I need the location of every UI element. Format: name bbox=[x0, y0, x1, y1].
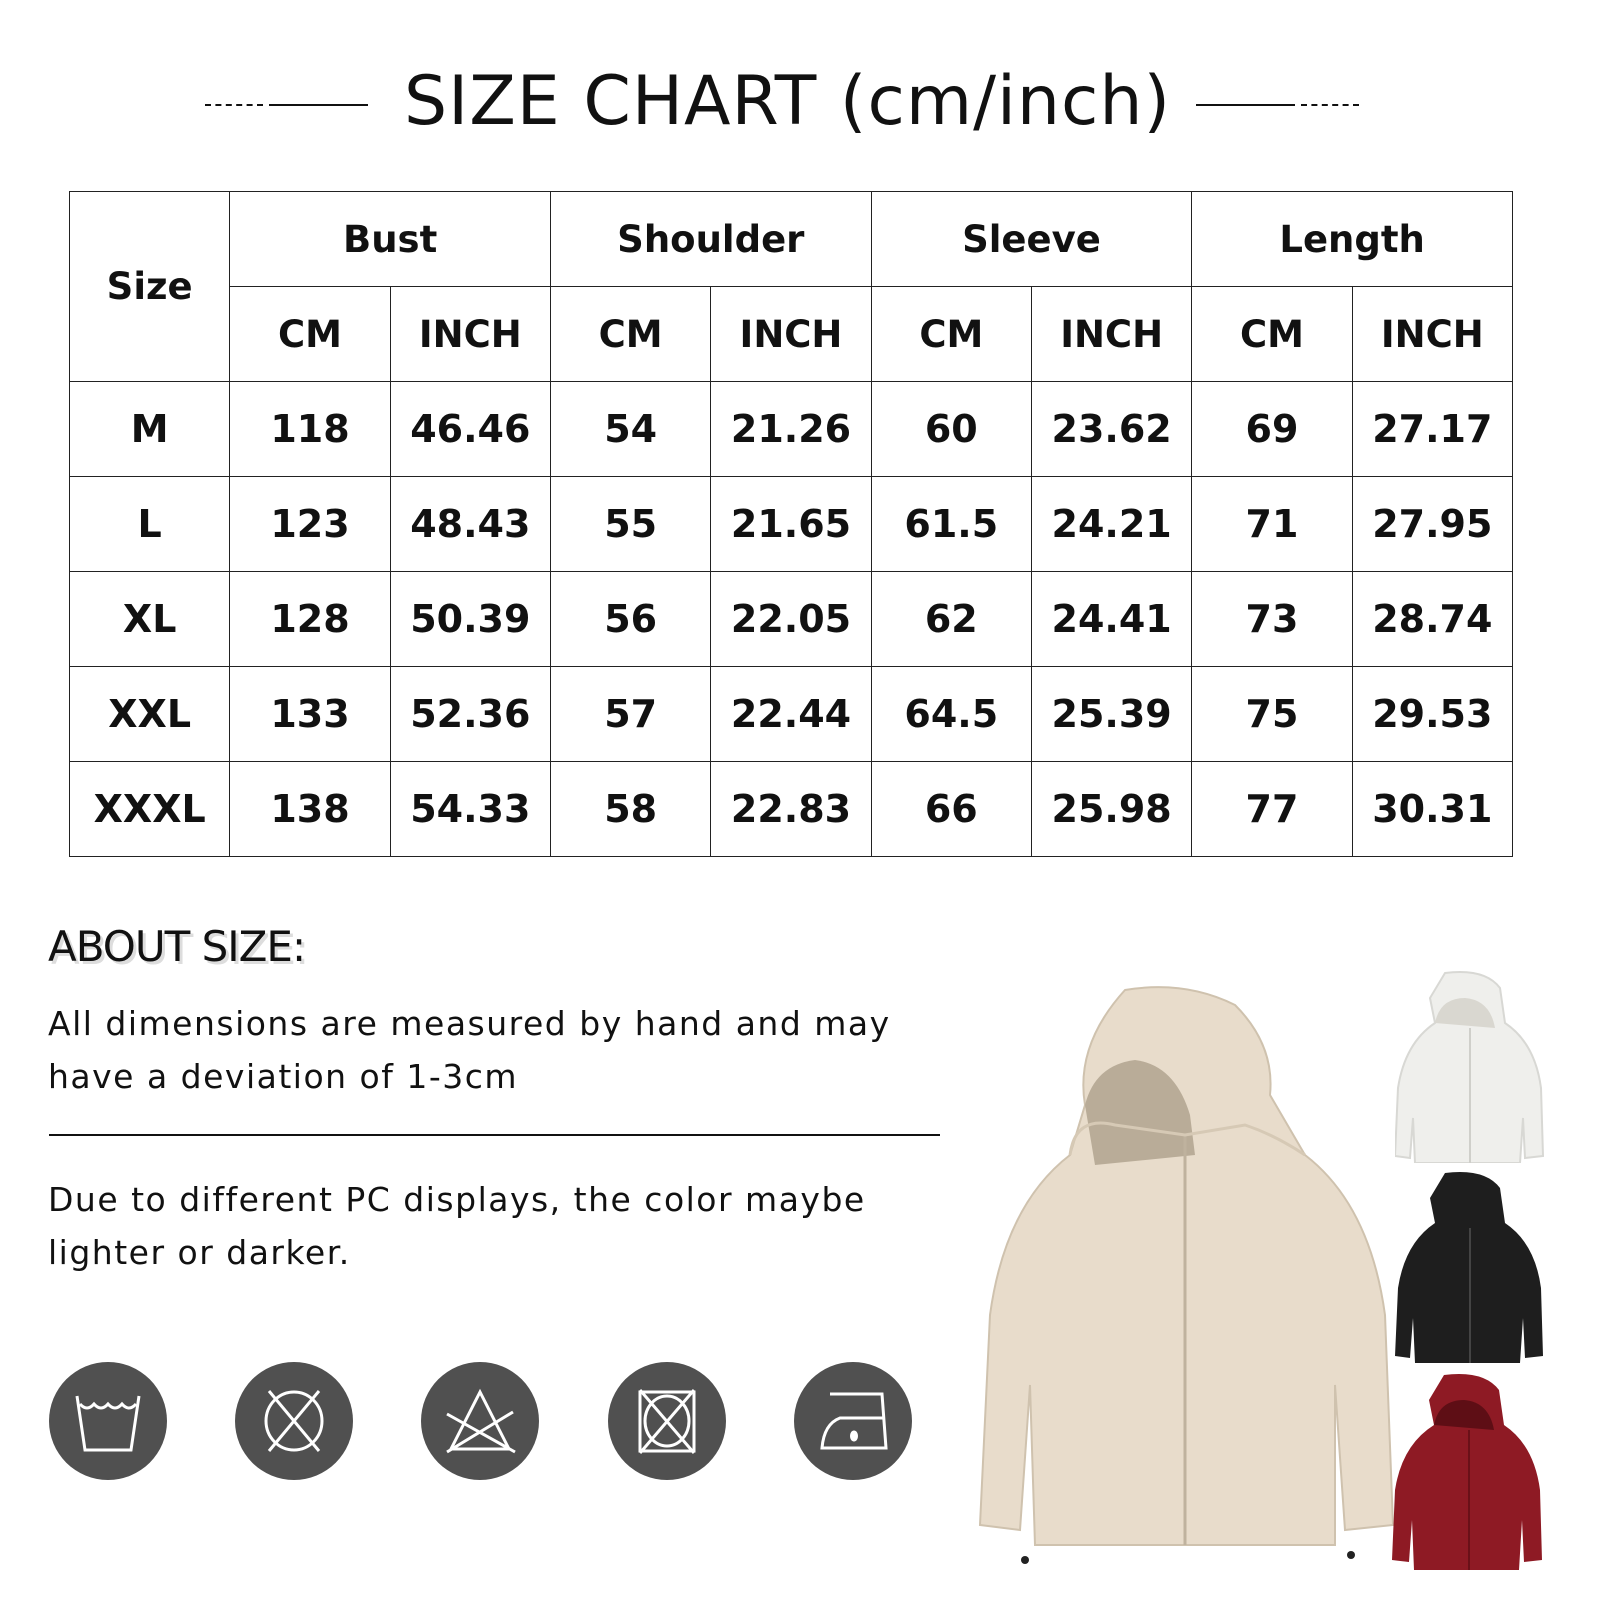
value-cell: 56 bbox=[549, 571, 712, 667]
unit-header: CM bbox=[1191, 286, 1353, 382]
unit-header: INCH bbox=[1351, 286, 1514, 382]
size-cell: XXXL bbox=[68, 761, 231, 857]
value-cell: 61.5 bbox=[870, 476, 1032, 572]
value-cell: 24.21 bbox=[1030, 476, 1193, 572]
value-cell: 27.95 bbox=[1351, 476, 1514, 572]
value-cell: 69 bbox=[1191, 381, 1353, 477]
value-cell: 64.5 bbox=[870, 666, 1032, 762]
do-not-dry-clean-icon bbox=[608, 1362, 726, 1480]
table-row: XXXL 138 54.33 58 22.83 66 25.98 77 30.31 bbox=[68, 761, 1514, 857]
value-cell: 58 bbox=[549, 761, 712, 857]
do-not-bleach-icon bbox=[421, 1362, 539, 1480]
value-cell: 48.43 bbox=[389, 476, 551, 572]
value-cell: 29.53 bbox=[1351, 666, 1514, 762]
do-not-tumble-dry-icon bbox=[235, 1362, 353, 1480]
black-jacket-image bbox=[1395, 1172, 1543, 1363]
value-cell: 71 bbox=[1191, 476, 1353, 572]
value-cell: 22.83 bbox=[710, 761, 872, 857]
title-divider-left bbox=[205, 104, 368, 106]
value-cell: 52.36 bbox=[389, 666, 551, 762]
value-cell: 23.62 bbox=[1030, 381, 1193, 477]
value-cell: 21.26 bbox=[710, 381, 872, 477]
value-cell: 75 bbox=[1191, 666, 1353, 762]
divider bbox=[49, 1134, 940, 1136]
size-header: Size bbox=[68, 191, 231, 382]
value-cell: 46.46 bbox=[389, 381, 551, 477]
color-note: Due to different PC displays, the color … bbox=[48, 1180, 866, 1272]
size-cell: M bbox=[68, 381, 231, 477]
white-jacket-image bbox=[1395, 971, 1545, 1163]
value-cell: 21.65 bbox=[710, 476, 872, 572]
unit-header: CM bbox=[549, 286, 712, 382]
value-cell: 60 bbox=[870, 381, 1032, 477]
about-size-heading: ABOUT SIZE: bbox=[48, 922, 306, 971]
unit-header: CM bbox=[229, 286, 391, 382]
page-title: SIZE CHART (cm/inch) bbox=[403, 62, 1172, 141]
size-cell: XXL bbox=[68, 666, 231, 762]
value-cell: 24.41 bbox=[1030, 571, 1193, 667]
value-cell: 57 bbox=[549, 666, 712, 762]
size-cell: L bbox=[68, 476, 231, 572]
title-divider-right bbox=[1196, 104, 1359, 106]
group-header: Shoulder bbox=[549, 191, 872, 287]
measurement-note: All dimensions are measured by hand and … bbox=[48, 1004, 891, 1096]
value-cell: 123 bbox=[229, 476, 391, 572]
table-row: XL 128 50.39 56 22.05 62 24.41 73 28.74 bbox=[68, 571, 1514, 667]
value-cell: 22.05 bbox=[710, 571, 872, 667]
value-cell: 30.31 bbox=[1351, 761, 1514, 857]
table-row: M 118 46.46 54 21.26 60 23.62 69 27.17 bbox=[68, 381, 1514, 477]
value-cell: 54 bbox=[549, 381, 712, 477]
value-cell: 138 bbox=[229, 761, 391, 857]
group-header: Length bbox=[1191, 191, 1513, 287]
khaki-jacket-image bbox=[978, 986, 1395, 1564]
value-cell: 77 bbox=[1191, 761, 1353, 857]
size-chart-table: Size Bust Shoulder Sleeve Length CM INCH C… bbox=[68, 191, 1514, 857]
value-cell: 73 bbox=[1191, 571, 1353, 667]
unit-header: INCH bbox=[1030, 286, 1193, 382]
unit-header: INCH bbox=[389, 286, 551, 382]
group-header: Sleeve bbox=[870, 191, 1193, 287]
value-cell: 25.98 bbox=[1030, 761, 1193, 857]
value-cell: 50.39 bbox=[389, 571, 551, 667]
value-cell: 133 bbox=[229, 666, 391, 762]
value-cell: 28.74 bbox=[1351, 571, 1514, 667]
table-row: L 123 48.43 55 21.65 61.5 24.21 71 27.95 bbox=[68, 476, 1514, 572]
unit-header: CM bbox=[870, 286, 1032, 382]
value-cell: 62 bbox=[870, 571, 1032, 667]
group-header: Bust bbox=[229, 191, 551, 287]
unit-header: INCH bbox=[710, 286, 872, 382]
size-cell: XL bbox=[68, 571, 231, 667]
value-cell: 118 bbox=[229, 381, 391, 477]
value-cell: 22.44 bbox=[710, 666, 872, 762]
red-jacket-image bbox=[1392, 1374, 1542, 1570]
value-cell: 66 bbox=[870, 761, 1032, 857]
value-cell: 25.39 bbox=[1030, 666, 1193, 762]
value-cell: 55 bbox=[549, 476, 712, 572]
iron-icon bbox=[794, 1362, 912, 1480]
table-row: XXL 133 52.36 57 22.44 64.5 25.39 75 29.53 bbox=[68, 666, 1514, 762]
value-cell: 54.33 bbox=[389, 761, 551, 857]
value-cell: 128 bbox=[229, 571, 391, 667]
value-cell: 27.17 bbox=[1351, 381, 1514, 477]
hand-wash-icon bbox=[49, 1362, 167, 1480]
